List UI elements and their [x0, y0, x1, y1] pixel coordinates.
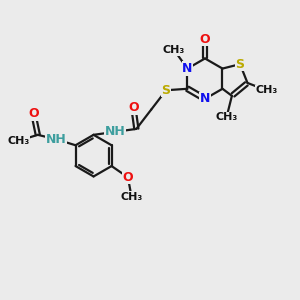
Text: CH₃: CH₃	[8, 136, 30, 146]
Text: N: N	[200, 92, 210, 105]
Text: CH₃: CH₃	[120, 192, 142, 202]
Text: N: N	[182, 62, 193, 75]
Text: O: O	[200, 33, 210, 46]
Text: O: O	[28, 107, 39, 120]
Text: S: S	[162, 84, 171, 97]
Text: NH: NH	[46, 133, 67, 146]
Text: CH₃: CH₃	[256, 85, 278, 95]
Text: CH₃: CH₃	[215, 112, 238, 122]
Text: CH₃: CH₃	[163, 45, 185, 55]
Text: S: S	[236, 58, 244, 71]
Text: NH: NH	[105, 125, 125, 138]
Text: O: O	[128, 101, 139, 114]
Text: O: O	[123, 171, 133, 184]
